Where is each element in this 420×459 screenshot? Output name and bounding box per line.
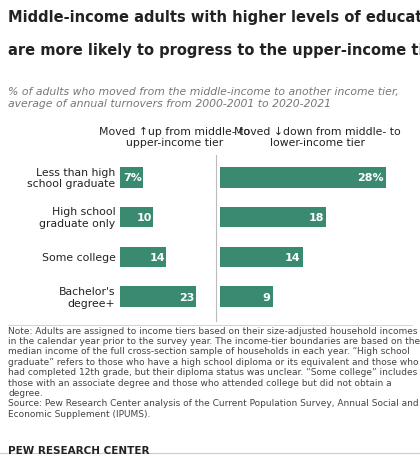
- Bar: [220, 168, 386, 188]
- Bar: [120, 287, 196, 308]
- Text: High school
graduate only: High school graduate only: [39, 207, 116, 229]
- Text: Bachelor's
degree+: Bachelor's degree+: [59, 286, 116, 308]
- Text: 14: 14: [150, 252, 165, 263]
- Text: are more likely to progress to the upper-income tier: are more likely to progress to the upper…: [8, 43, 420, 58]
- Text: Moved ↑up from middle- to
upper-income tier: Moved ↑up from middle- to upper-income t…: [99, 126, 250, 148]
- Bar: [120, 247, 166, 268]
- Bar: [220, 247, 303, 268]
- Text: Less than high
school graduate: Less than high school graduate: [27, 167, 116, 189]
- Text: 7%: 7%: [123, 173, 142, 183]
- Bar: [220, 287, 273, 308]
- Text: 23: 23: [180, 292, 195, 302]
- Text: 10: 10: [136, 213, 152, 223]
- Text: Some college: Some college: [42, 252, 116, 263]
- Text: Note: Adults are assigned to income tiers based on their size-adjusted household: Note: Adults are assigned to income tier…: [8, 326, 420, 418]
- Text: 28%: 28%: [357, 173, 383, 183]
- Text: Moved ↓down from middle- to
lower-income tier: Moved ↓down from middle- to lower-income…: [234, 126, 401, 148]
- Text: 18: 18: [309, 213, 324, 223]
- Text: 9: 9: [263, 292, 270, 302]
- Text: Middle-income adults with higher levels of education: Middle-income adults with higher levels …: [8, 10, 420, 25]
- Text: 14: 14: [285, 252, 300, 263]
- Text: % of adults who moved from the middle-income to another income tier,
average of : % of adults who moved from the middle-in…: [8, 87, 399, 109]
- Bar: [220, 207, 326, 228]
- Bar: [120, 168, 143, 188]
- Bar: [120, 207, 153, 228]
- Text: PEW RESEARCH CENTER: PEW RESEARCH CENTER: [8, 445, 150, 455]
